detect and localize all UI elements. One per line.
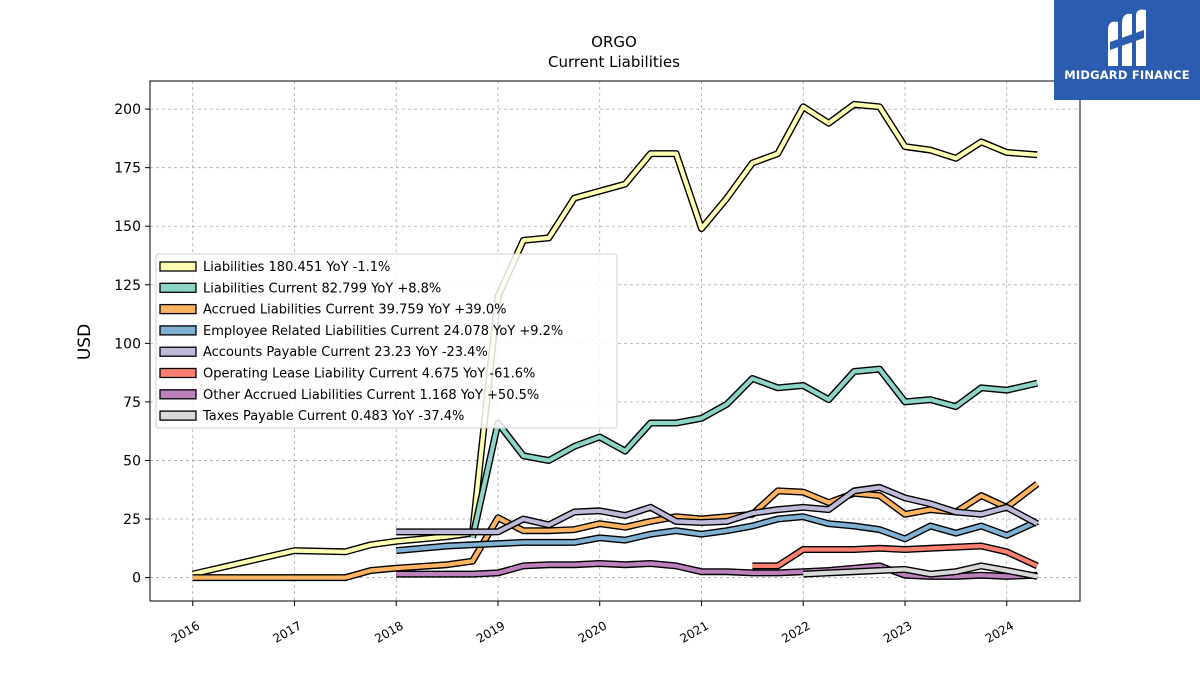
series-line-6 [752, 542, 1039, 570]
series-stroke [470, 367, 1038, 539]
legend: Liabilities 180.451 YoY -1.1% Liabilities… [155, 253, 618, 429]
y-tick-label: 50 [123, 453, 141, 469]
plot-frame [149, 80, 1081, 602]
x-tick-label: 2016 [169, 618, 202, 645]
legend-swatch [159, 282, 197, 293]
x-tick-label: 2021 [678, 618, 711, 645]
y-tick-label: 100 [114, 336, 141, 352]
x-tick-label: 2020 [576, 618, 609, 645]
x-tick-label: 2024 [983, 618, 1016, 645]
series-stroke [752, 543, 1039, 568]
chart-title: ORGO [591, 33, 637, 51]
legend-label: Liabilities Current 82.799 YoY +8.8% [203, 281, 441, 296]
legend-item: Liabilities Current 82.799 YoY +8.8% [159, 281, 441, 296]
series-line-8 [803, 562, 1038, 580]
legend-label: Other Accrued Liabilities Current 1.168 … [203, 388, 539, 403]
legend-item: Liabilities 180.451 YoY -1.1% [159, 260, 390, 275]
series-stroke [803, 563, 1038, 579]
legend-swatch [159, 303, 197, 315]
series-line-4 [395, 513, 1039, 555]
y-tick-label: 200 [114, 102, 141, 118]
chart-subtitle: Current Liabilities [548, 53, 680, 71]
y-tick-label: 25 [123, 512, 141, 528]
x-tick-label: 2017 [271, 618, 304, 645]
series-stroke [192, 482, 1039, 580]
brand-name: MIDGARD FINANCE [1064, 68, 1190, 82]
legend-label: Liabilities 180.451 YoY -1.1% [203, 260, 390, 275]
series-line-2 [469, 365, 1039, 539]
legend-label: Accrued Liabilities Current 39.759 YoY +… [203, 303, 506, 318]
x-tick-label: 2022 [779, 618, 812, 645]
series-stroke [396, 514, 1039, 553]
series-stroke [192, 102, 1038, 577]
legend-label: Accounts Payable Current 23.23 YoY -23.4… [203, 345, 488, 360]
legend-item: Other Accrued Liabilities Current 1.168 … [159, 388, 539, 403]
y-tick-label: 175 [114, 161, 141, 177]
legend-swatch [159, 367, 197, 379]
legend-item: Accrued Liabilities Current 39.759 YoY +… [159, 303, 506, 318]
x-tick-label: 2018 [372, 618, 405, 645]
y-tick-label: 125 [114, 278, 141, 294]
legend-swatch [159, 325, 197, 336]
midgard-logo-icon [1108, 9, 1146, 67]
legend-item: Accounts Payable Current 23.23 YoY -23.4… [159, 345, 488, 360]
y-tick-label: 150 [114, 219, 141, 235]
y-axis-label: USD [75, 324, 95, 360]
x-tick-label: 2023 [881, 618, 914, 645]
legend-label: Taxes Payable Current 0.483 YoY -37.4% [202, 409, 464, 424]
brand-logo: MIDGARD FINANCE [1054, 0, 1200, 100]
series-stroke [396, 485, 1039, 534]
legend-swatch [159, 261, 197, 272]
legend-swatch [159, 346, 197, 357]
legend-swatch [159, 410, 197, 421]
series-lines [191, 100, 1040, 582]
y-tick-label: 0 [132, 571, 141, 587]
legend-item: Employee Related Liabilities Current 24.… [159, 324, 563, 339]
legend-item: Operating Lease Liability Current 4.675 … [159, 367, 535, 382]
legend-swatch [159, 389, 197, 400]
series-line-3 [192, 481, 1040, 582]
x-tick-label: 2019 [474, 618, 507, 645]
series-line-1 [191, 100, 1038, 578]
series-line-5 [396, 483, 1039, 536]
legend-item: Taxes Payable Current 0.483 YoY -37.4% [159, 409, 464, 424]
y-tick-label: 75 [123, 395, 141, 411]
legend-label: Employee Related Liabilities Current 24.… [203, 324, 563, 339]
legend-box [155, 253, 618, 429]
legend-label: Operating Lease Liability Current 4.675 … [203, 367, 535, 382]
